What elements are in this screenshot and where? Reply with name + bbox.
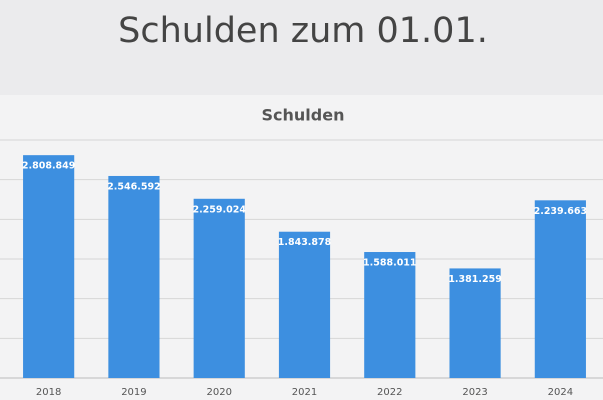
value-label: 2.239.663 xyxy=(534,206,588,217)
value-label: 1.588.011 xyxy=(363,258,417,269)
x-tick-label: 2018 xyxy=(36,387,61,398)
value-label: 1.843.878 xyxy=(278,237,332,248)
x-tick-label: 2020 xyxy=(206,387,231,398)
chart-title: Schulden xyxy=(262,106,345,125)
value-label: 2.259.024 xyxy=(192,204,246,215)
bar xyxy=(449,268,501,378)
value-label: 2.808.849 xyxy=(22,161,76,172)
bar xyxy=(23,155,75,378)
value-label: 1.381.259 xyxy=(448,274,502,285)
x-tick-label: 2024 xyxy=(548,387,573,398)
bar xyxy=(278,231,331,378)
x-tick-label: 2021 xyxy=(292,387,317,398)
x-tick-label: 2019 xyxy=(121,387,146,398)
value-label: 2.546.592 xyxy=(107,181,161,192)
bar xyxy=(108,175,160,378)
slide-header-bg xyxy=(0,0,603,95)
x-tick-label: 2023 xyxy=(462,387,487,398)
bar xyxy=(364,252,416,378)
bar xyxy=(193,198,245,378)
x-tick-label: 2022 xyxy=(377,387,402,398)
slide-title: Schulden zum 01.01. xyxy=(118,11,488,51)
bar xyxy=(534,200,586,378)
